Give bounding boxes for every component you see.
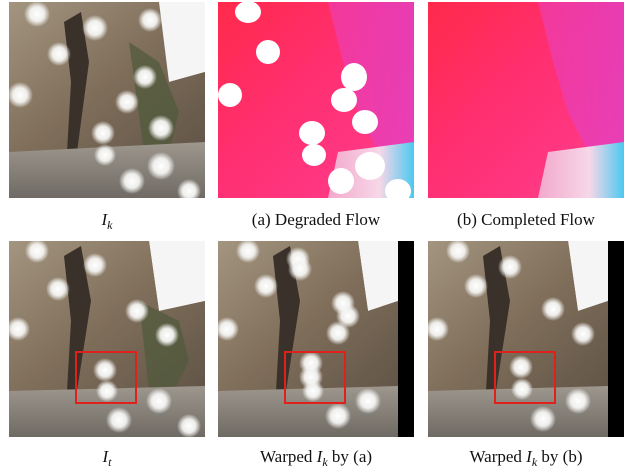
- flow-holes: [218, 2, 411, 198]
- panel-target-frame: [9, 241, 205, 437]
- caption-source-frame: Ik: [101, 210, 113, 232]
- caption-degraded-flow: (a) Degraded Flow: [251, 210, 381, 229]
- warped-photo-completed: [428, 241, 624, 437]
- panel-warped-completed: [428, 241, 624, 437]
- panel-warped-degraded: [218, 241, 414, 437]
- highlight-box: [284, 351, 346, 404]
- panel-completed-flow: [428, 2, 624, 198]
- target-photo: [9, 241, 205, 437]
- warped-photo-degraded: [218, 241, 414, 437]
- completed-flow-map: [428, 2, 624, 198]
- occlusion-blobs: [9, 2, 201, 198]
- cliff-photo: [9, 2, 205, 198]
- caption-completed-flow: (b) Completed Flow: [457, 210, 595, 229]
- degraded-flow-map: [218, 2, 414, 198]
- panel-degraded-flow: [218, 2, 414, 198]
- caption-target-frame: It: [102, 447, 112, 469]
- caption-warped-degraded: Warped Ik by (a): [259, 447, 373, 469]
- highlight-box: [75, 351, 137, 404]
- panel-source-frame: [9, 2, 205, 198]
- caption-warped-completed: Warped Ik by (b): [469, 447, 583, 469]
- highlight-box: [494, 351, 556, 404]
